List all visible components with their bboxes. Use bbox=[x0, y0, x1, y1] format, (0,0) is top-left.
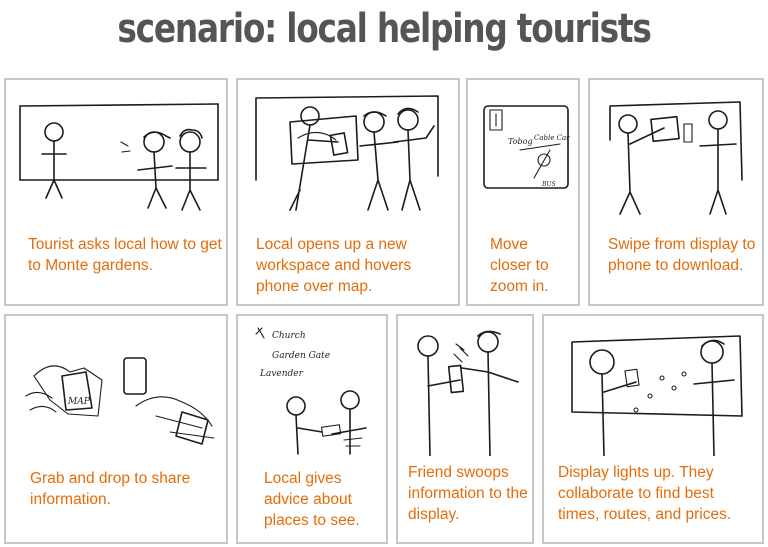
label-garden-gate: Garden Gate bbox=[272, 351, 330, 361]
storyboard-panel-4: Swipe from display to phone to download. bbox=[588, 78, 764, 306]
panel-5-caption: Grab and drop to share information. bbox=[30, 470, 191, 508]
label-tobog: Tobog bbox=[508, 137, 533, 146]
panel-4-caption: Swipe from display to phone to download. bbox=[608, 236, 756, 274]
sketch-grab-drop: MAP bbox=[25, 357, 215, 445]
storyboard-panel-3: Tobog Cable Car BUS Move closer to zoom … bbox=[466, 78, 580, 306]
page-title: scenario: local helping tourists bbox=[117, 6, 652, 52]
sketch-phone-over-map bbox=[255, 95, 439, 211]
sketch-zoom-map: Tobog Cable Car BUS bbox=[483, 105, 570, 189]
label-church: Church bbox=[272, 331, 306, 341]
panel-2-caption: Local opens up a new workspace and hover… bbox=[256, 236, 412, 295]
storyboard-panel-6: Church Garden Gate Lavender Local gives … bbox=[236, 314, 388, 544]
panel-8-caption: Display lights up. They collaborate to f… bbox=[558, 464, 732, 523]
sketch-tourist-asks bbox=[19, 103, 219, 211]
panel-7-caption: Friend swoops information to the display… bbox=[408, 464, 528, 523]
label-bus: BUS bbox=[541, 181, 556, 188]
storyboard-panel-1: Tourist asks local how to get to Monte g… bbox=[4, 78, 228, 306]
label-map: MAP bbox=[67, 397, 91, 407]
sketch-display-collaborate bbox=[571, 335, 743, 456]
storyboard-panel-2: Local opens up a new workspace and hover… bbox=[236, 78, 460, 306]
panel-3-caption: Move closer to zoom in. bbox=[490, 236, 549, 295]
label-lavender: Lavender bbox=[259, 369, 304, 379]
panel-6-caption: Local gives advice about places to see. bbox=[264, 470, 360, 529]
sketch-local-advice: Church Garden Gate Lavender bbox=[255, 327, 367, 455]
sketch-swipe-to-phone bbox=[609, 101, 743, 215]
label-cable-car: Cable Car bbox=[534, 134, 570, 142]
storyboard-panel-7: Friend swoops information to the display… bbox=[396, 314, 534, 544]
panel-1-caption: Tourist asks local how to get to Monte g… bbox=[28, 236, 222, 274]
storyboard-panel-5: MAP Grab and drop to share information. bbox=[4, 314, 228, 544]
sketch-friend-swoop bbox=[417, 330, 519, 456]
storyboard-panel-8: Display lights up. They collaborate to f… bbox=[542, 314, 764, 544]
